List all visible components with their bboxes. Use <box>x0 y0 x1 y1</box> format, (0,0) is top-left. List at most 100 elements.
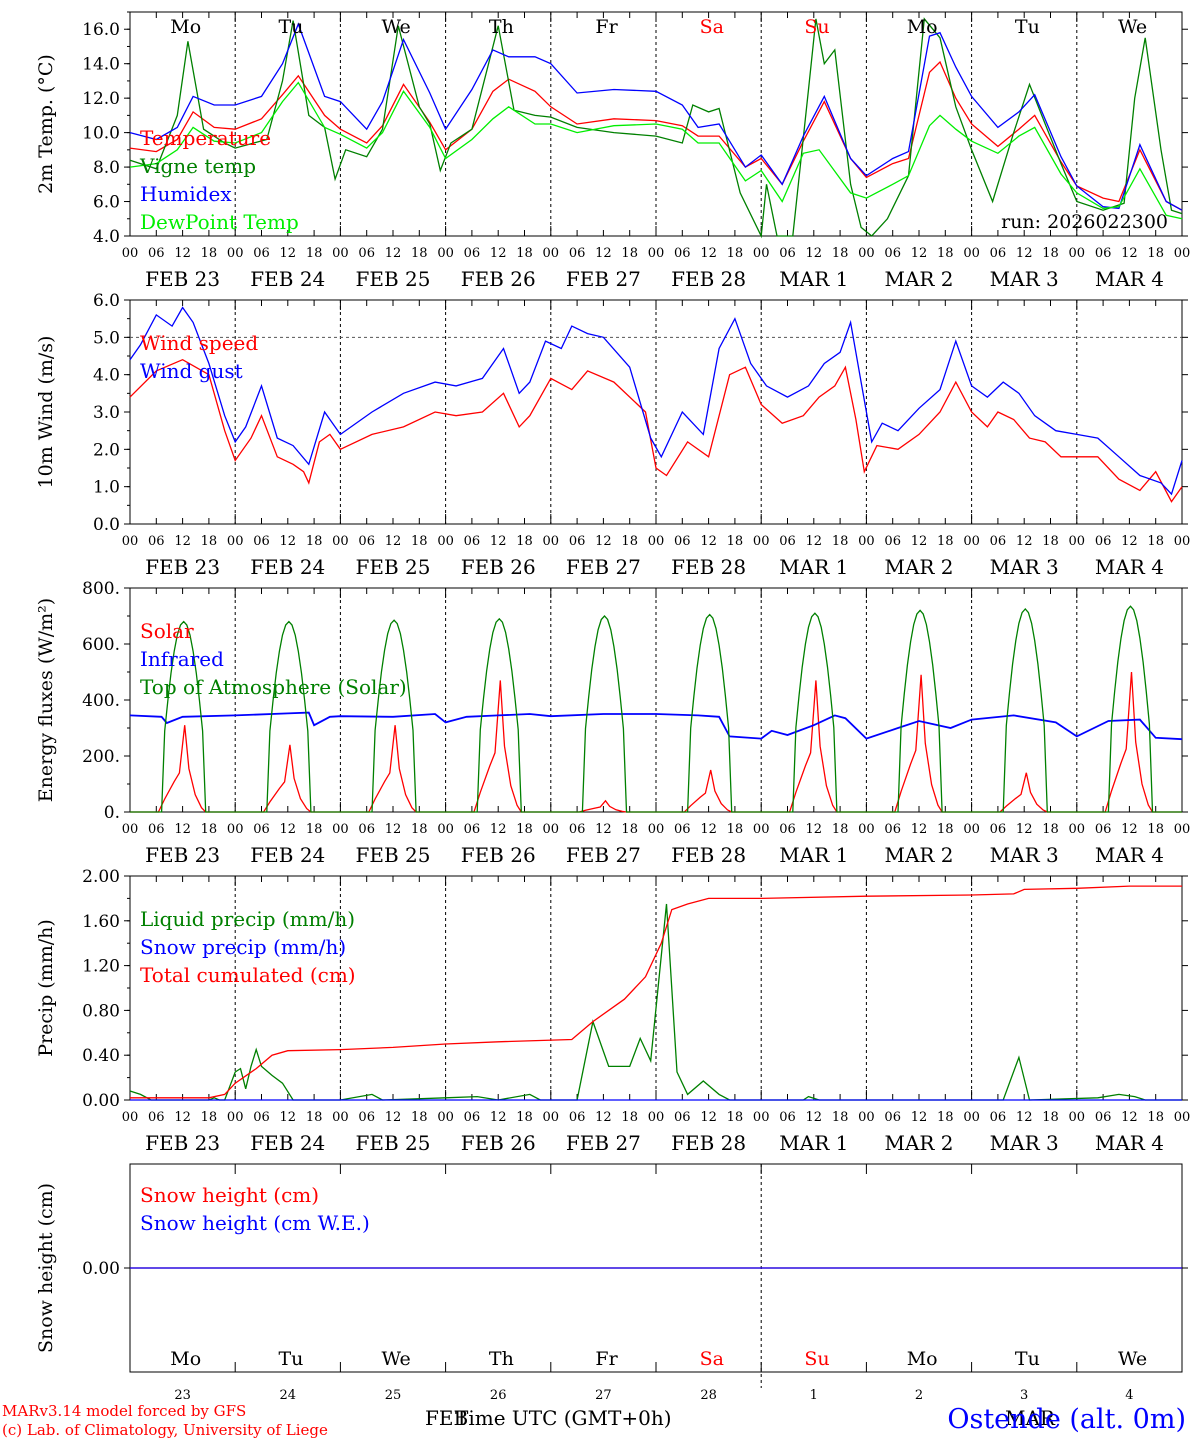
x-hour-label: 06 <box>1095 246 1112 261</box>
weekday-label: We <box>1118 16 1147 38</box>
x-hour-label: 18 <box>1042 822 1059 837</box>
y-tick-label: 14.0 <box>82 55 120 75</box>
x-hour-label: 06 <box>990 822 1007 837</box>
x-hour-label: 18 <box>201 534 218 549</box>
series-line-dewpoint-temp <box>129 81 1183 220</box>
series-line-infrared <box>129 711 1183 741</box>
day-number-label: 23 <box>174 1388 191 1403</box>
x-hour-label: 18 <box>516 534 533 549</box>
x-hour-label: 18 <box>727 822 744 837</box>
x-hour-label: 12 <box>911 246 928 261</box>
day-number-label: 26 <box>490 1388 507 1403</box>
y-tick-label: 6.0 <box>93 193 120 213</box>
x-hour-label: 00 <box>1069 246 1086 261</box>
weekday-label: Mo <box>170 16 201 38</box>
legend-wind-speed: Wind speed <box>140 331 258 355</box>
x-hour-label: 06 <box>253 534 270 549</box>
x-hour-label: 06 <box>148 246 165 261</box>
legend-total-cumulated-cm-: Total cumulated (cm) <box>140 963 356 987</box>
x-date-label: FEB 26 <box>461 267 536 291</box>
x-hour-label: 12 <box>385 822 402 837</box>
x-date-label: MAR 1 <box>779 555 848 579</box>
y-tick-label: 6.0 <box>93 291 120 311</box>
x-hour-label: 00 <box>332 822 349 837</box>
y-tick-label: 8.0 <box>93 158 120 178</box>
weekday-label: We <box>382 16 411 38</box>
x-hour-label: 12 <box>280 1110 297 1125</box>
series-line-wind-gust <box>129 306 1183 496</box>
weekday-label: Fr <box>595 16 618 38</box>
x-hour-label: 12 <box>911 822 928 837</box>
x-hour-label: 18 <box>832 246 849 261</box>
x-hour-label: 18 <box>727 246 744 261</box>
weekday-label: Su <box>804 16 829 38</box>
x-hour-label: 00 <box>858 822 875 837</box>
x-date-label: MAR 2 <box>884 555 953 579</box>
x-axis-month-right: MAR <box>1005 1406 1056 1430</box>
x-hour-label: 06 <box>674 1110 691 1125</box>
x-date-label: MAR 1 <box>779 267 848 291</box>
x-hour-label: 00 <box>1174 1110 1191 1125</box>
x-date-label: FEB 24 <box>250 555 325 579</box>
x-date-label: MAR 1 <box>779 1131 848 1155</box>
x-hour-label: 00 <box>1174 822 1191 837</box>
x-hour-label: 00 <box>122 1110 139 1125</box>
series-line-wind-speed <box>129 358 1183 503</box>
x-hour-label: 00 <box>753 534 770 549</box>
panel-wind: 0.0 1.0 2.0 3.0 4.0 5.0 6.0 10m Wind (m/s) 00 06 1… <box>35 291 1190 579</box>
x-hour-label: 06 <box>569 1110 586 1125</box>
x-hour-label: 06 <box>990 534 1007 549</box>
weekday-label: We <box>1118 1348 1147 1370</box>
x-hour-label: 06 <box>1095 1110 1112 1125</box>
x-hour-label: 18 <box>832 822 849 837</box>
x-hour-label: 18 <box>411 822 428 837</box>
x-date-label: FEB 24 <box>250 1131 325 1155</box>
x-hour-label: 12 <box>806 822 823 837</box>
x-hour-label: 00 <box>648 822 665 837</box>
x-hour-label: 18 <box>621 246 638 261</box>
x-hour-label: 06 <box>569 822 586 837</box>
y-tick-label: 10.0 <box>82 124 120 144</box>
x-hour-label: 00 <box>332 1110 349 1125</box>
panel-frame-wind <box>129 299 1183 525</box>
legend-temperature: Temperature <box>140 126 271 150</box>
series-line-total-cumulated-cm- <box>130 885 1182 1099</box>
x-date-label: MAR 3 <box>990 1131 1059 1155</box>
x-hour-label: 06 <box>148 534 165 549</box>
x-hour-label: 06 <box>148 822 165 837</box>
x-hour-label: 06 <box>884 534 901 549</box>
x-hour-label: 06 <box>253 822 270 837</box>
x-date-label: MAR 2 <box>884 1131 953 1155</box>
day-number-label: 3 <box>1020 1388 1028 1403</box>
x-hour-label: 12 <box>1016 246 1033 261</box>
series-line-humidex <box>129 22 1183 211</box>
y-tick-label: 3.0 <box>93 403 120 423</box>
x-hour-label: 00 <box>1174 246 1191 261</box>
x-hour-label: 12 <box>490 1110 507 1125</box>
weekday-label: Fr <box>595 1348 618 1370</box>
x-date-label: FEB 26 <box>461 555 536 579</box>
x-hour-label: 06 <box>358 246 375 261</box>
y-tick-label: 1.60 <box>82 912 120 932</box>
y-tick-label: 1.0 <box>93 478 120 498</box>
x-hour-label: 18 <box>1042 534 1059 549</box>
x-date-label: MAR 2 <box>884 267 953 291</box>
y-tick-label: 0.80 <box>82 1001 120 1021</box>
x-hour-label: 00 <box>543 534 560 549</box>
series-line-top-of-atmosphere-solar- <box>130 605 1182 813</box>
x-hour-label: 12 <box>595 822 612 837</box>
x-hour-label: 18 <box>201 1110 218 1125</box>
weekday-label: We <box>382 1348 411 1370</box>
x-hour-label: 06 <box>779 246 796 261</box>
x-hour-label: 00 <box>1174 534 1191 549</box>
x-hour-label: 06 <box>358 534 375 549</box>
x-hour-label: 18 <box>621 822 638 837</box>
legend-top-of-atmosphere-solar-: Top of Atmosphere (Solar) <box>140 675 407 699</box>
run-label: run: 2026022300 <box>1001 211 1168 233</box>
x-date-label: FEB 27 <box>566 843 641 867</box>
x-hour-label: 18 <box>1042 1110 1059 1125</box>
x-hour-label: 00 <box>437 1110 454 1125</box>
x-hour-label: 06 <box>779 534 796 549</box>
x-hour-label: 00 <box>122 246 139 261</box>
weekday-label: Tu <box>1015 16 1040 38</box>
